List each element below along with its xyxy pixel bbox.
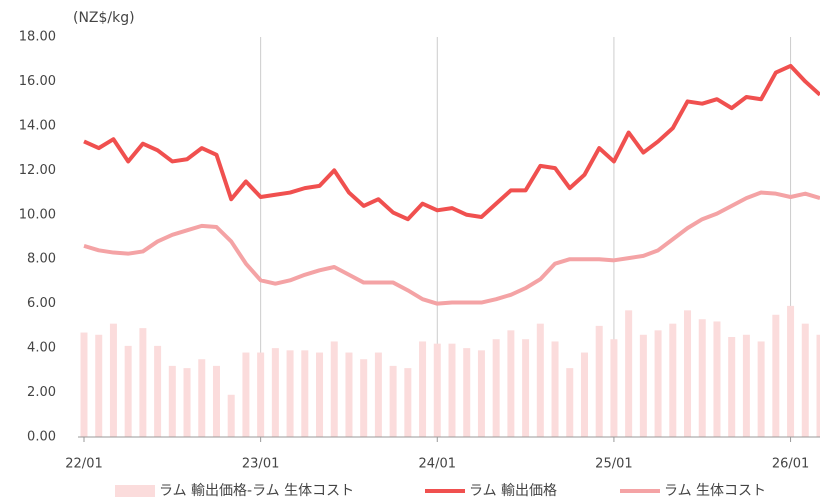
bar [758,341,765,437]
bar [404,368,411,437]
x-tick-label: 26/01 [772,457,809,472]
bar [331,341,338,437]
bar [257,353,264,437]
bar [581,353,588,437]
bar [493,339,500,437]
bar [522,339,529,437]
bar [787,306,794,437]
bar [728,337,735,437]
y-tick-label: 14.00 [19,118,56,133]
bar [360,359,367,437]
bar [95,335,102,437]
bar [184,368,191,437]
bar [301,350,308,437]
bar [213,366,220,437]
y-tick-label: 0.00 [27,430,56,445]
bar [169,366,176,437]
y-axis-label: (NZ$/kg) [73,10,135,26]
bar [345,353,352,437]
bar [81,333,88,437]
bar [110,324,117,437]
y-tick-label: 4.00 [27,341,56,356]
bar [139,328,146,437]
bar [390,366,397,437]
y-tick-label: 18.00 [19,30,56,45]
x-tick-label: 24/01 [419,457,456,472]
x-tick-label: 23/01 [242,457,279,472]
y-tick-label: 6.00 [27,296,56,311]
bar [655,330,662,437]
bar [242,353,249,437]
bar [287,350,294,437]
bar [507,330,514,437]
bar [772,315,779,437]
legend-label: ラム 輸出価格 [469,483,557,499]
bar [198,359,205,437]
bar [713,321,720,437]
bar [463,348,470,437]
bar [375,353,382,437]
bar [272,348,279,437]
bar [434,344,441,437]
legend-label: ラム 生体コスト [664,483,766,499]
bar [478,350,485,437]
bar [449,344,456,437]
y-tick-label: 8.00 [27,252,56,267]
y-tick-label: 10.00 [19,207,56,222]
bar [566,368,573,437]
line [84,66,820,219]
x-tick-label: 25/01 [595,457,632,472]
bar [537,324,544,437]
bar [817,335,820,437]
bar [669,324,676,437]
legend-label: ラム 輸出価格-ラム 生体コスト [159,483,354,499]
bar [596,326,603,437]
bar [802,324,809,437]
bar [419,341,426,437]
bar [699,319,706,437]
bar [125,346,132,437]
bar [154,346,161,437]
bar [743,335,750,437]
y-tick-label: 16.00 [19,74,56,89]
bar [684,310,691,437]
y-tick-label: 2.00 [27,385,56,400]
legend-swatch [115,485,155,497]
bar [552,341,559,437]
bar [316,353,323,437]
bar [640,335,647,437]
bar [625,310,632,437]
y-tick-label: 12.00 [19,163,56,178]
x-tick-label: 22/01 [65,457,102,472]
bar [228,395,235,437]
bar [610,339,617,437]
